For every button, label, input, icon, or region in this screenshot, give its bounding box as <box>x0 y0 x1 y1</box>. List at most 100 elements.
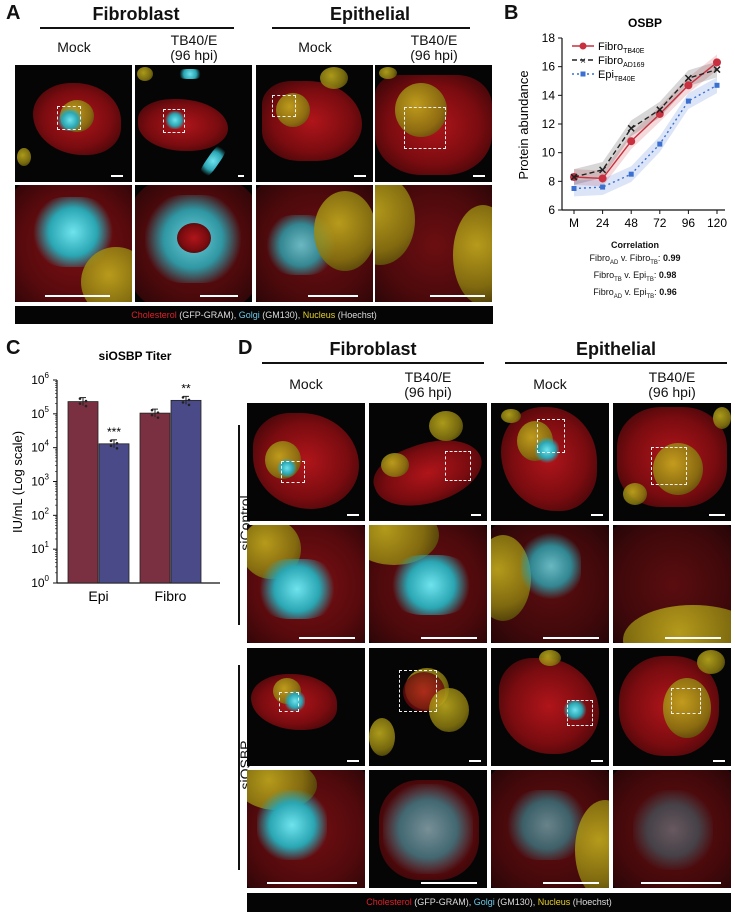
chart-b-point <box>657 141 663 147</box>
legend-d-cholesterol: Cholesterol <box>366 897 412 907</box>
chart-b-ytick-label: 6 <box>548 203 555 217</box>
chart-b-point <box>656 106 664 114</box>
chart-c-ytick-label: 101 <box>31 540 49 556</box>
corr2-value: 0.98 <box>658 269 677 280</box>
legend-golgi: Golgi <box>238 310 260 320</box>
panel-a-image-epi-tb40e <box>375 65 492 182</box>
chart-b-legend-marker <box>580 71 586 77</box>
panel-b-correlation: Correlation FibroAD v. FibroTB: 0.99 Fib… <box>560 239 710 303</box>
chart-b-point <box>627 124 635 132</box>
panel-a-group-fibroblast: Fibroblast <box>92 4 180 24</box>
panel-d-image-siosbp-fibro-tb40e <box>369 648 487 766</box>
panel-a-col-1: Mock <box>57 39 91 55</box>
corr1-value: 0.99 <box>662 252 681 263</box>
chart-b-xtick-label: 24 <box>596 216 610 230</box>
corr1-b-sub: TB <box>650 259 658 266</box>
chart-c-datapoint <box>84 404 88 408</box>
panel-a-rule-epithelial <box>272 27 470 29</box>
panel-d-col-4: TB40/E (96 hpi) <box>648 369 696 400</box>
chart-b-point <box>713 66 721 74</box>
panel-d-col-3: Mock <box>533 376 567 392</box>
chart-c-datapoint <box>181 396 185 399</box>
legend-cholesterol: Cholesterol <box>131 310 177 320</box>
chart-b-line-series-1 <box>573 61 718 180</box>
legend-nucleus: Nucleus <box>302 310 336 320</box>
panel-d-row-rule-siosbp <box>238 665 240 870</box>
chart-b-legend-marker: × <box>580 56 586 67</box>
panel-a-zoom-epi-mock <box>256 185 373 302</box>
panel-d-label: D <box>238 337 253 359</box>
corr2-b-sub: TB <box>646 276 654 283</box>
chart-b-point <box>570 173 578 181</box>
panel-d-image-sicontrol-fibro-tb40e <box>369 403 487 521</box>
panel-a-col-3: Mock <box>298 39 332 55</box>
corr3-a: Fibro <box>593 287 614 298</box>
chart-b-ylabel: Protein abundance <box>516 70 531 179</box>
legend-d-nucleus: Nucleus <box>537 897 571 907</box>
corr3-a-sub: AD <box>613 293 623 300</box>
correlation-row-2: FibroTB v. EpiTB: 0.98 <box>593 269 677 283</box>
chart-c-ytick-label: 104 <box>31 439 49 455</box>
panel-d-zoom-siosbp-fibro-mock <box>247 770 365 888</box>
corr3-value: 0.96 <box>659 287 677 298</box>
panel-d-zoom-sicontrol-epi-mock <box>491 525 609 643</box>
chart-c-datapoint <box>115 447 119 450</box>
chart-b-xtick-label: M <box>569 216 579 230</box>
chart-b-point <box>684 81 693 90</box>
panel-a-zoom-fibro-mock <box>15 185 132 302</box>
chart-c-datapoint <box>78 397 82 400</box>
panel-d-col-1: Mock <box>289 376 323 392</box>
legend-d-golgi: Golgi <box>473 897 495 907</box>
panel-d-rule-fibroblast <box>262 362 484 364</box>
corr2-a: Fibro <box>593 269 615 280</box>
chart-b-ytick-label: 8 <box>548 174 555 188</box>
panel-d-image-sicontrol-fibro-mock <box>247 403 365 521</box>
chart-c-datapoint <box>150 413 154 417</box>
corr2-b: Epi <box>633 269 647 280</box>
chart-b-point <box>685 98 691 104</box>
chart-b-band-series-3 <box>574 77 717 197</box>
chart-c-datapoint <box>78 402 82 405</box>
chart-b-legend-marker <box>579 42 587 50</box>
corr2-a-sub: TB <box>614 276 622 283</box>
chart-b-xtick-label: 48 <box>625 216 639 230</box>
correlation-row-1: FibroAD v. FibroTB: 0.99 <box>589 252 681 266</box>
panel-d-col-2: TB40/E (96 hpi) <box>404 369 452 400</box>
legend-d-gram: (GFP-GRAM), <box>411 897 474 907</box>
panel-d-image-sicontrol-epi-tb40e <box>613 403 731 521</box>
chart-c-xtick-label: Fibro <box>155 588 187 604</box>
chart-c-datapoint <box>181 401 185 404</box>
panel-a-image-epi-mock <box>256 65 373 182</box>
panel-a-label: A <box>6 2 21 24</box>
chart-b-legend-label: FibroAD169 <box>598 55 645 69</box>
chart-c-significance: ** <box>181 381 191 395</box>
chart-c-datapoint <box>84 399 88 403</box>
chart-b-line-series-2 <box>573 68 718 178</box>
chart-b-line-series-3 <box>573 84 718 190</box>
chart-c-ytick-label: 100 <box>31 574 49 590</box>
panel-c-chart: siOSBP Titer IU/mL (Log scale) 100 101 102… <box>10 349 220 604</box>
chart-b-ytick-label: 12 <box>542 117 556 131</box>
panel-a-zoom-fibro-tb40e <box>135 185 252 302</box>
panel-d-zoom-siosbp-epi-mock <box>491 770 609 888</box>
corr3-b-sub: TB <box>646 293 655 300</box>
panel-d-row-rule-sicontrol <box>238 425 240 625</box>
legend-d-hoechst: (Hoechst) <box>570 897 612 907</box>
chart-b-title: OSBP <box>628 16 662 30</box>
panel-a-channel-legend: Cholesterol (GFP-GRAM), Golgi (GM130), N… <box>15 306 493 324</box>
chart-c-datapoint <box>109 439 113 443</box>
chart-c-significance: *** <box>107 425 121 439</box>
panel-d-zoom-sicontrol-fibro-tb40e <box>369 525 487 643</box>
chart-b-xtick-label: 72 <box>653 216 667 230</box>
panel-d-image-sicontrol-epi-mock <box>491 403 609 521</box>
chart-b-point <box>714 82 720 88</box>
chart-c-bar-epi-2 <box>98 443 130 584</box>
panel-d-image-siosbp-epi-mock <box>491 648 609 766</box>
correlation-title: Correlation <box>610 240 659 250</box>
chart-b-xtick-label: 96 <box>682 216 696 230</box>
panel-d-zoom-sicontrol-fibro-mock <box>247 525 365 643</box>
panel-d-channel-legend: Cholesterol (GFP-GRAM), Golgi (GM130), N… <box>247 893 731 912</box>
panel-b-label: B <box>504 2 519 24</box>
chart-b-point <box>655 109 664 118</box>
legend-d-gm130: (GM130), <box>494 897 538 907</box>
